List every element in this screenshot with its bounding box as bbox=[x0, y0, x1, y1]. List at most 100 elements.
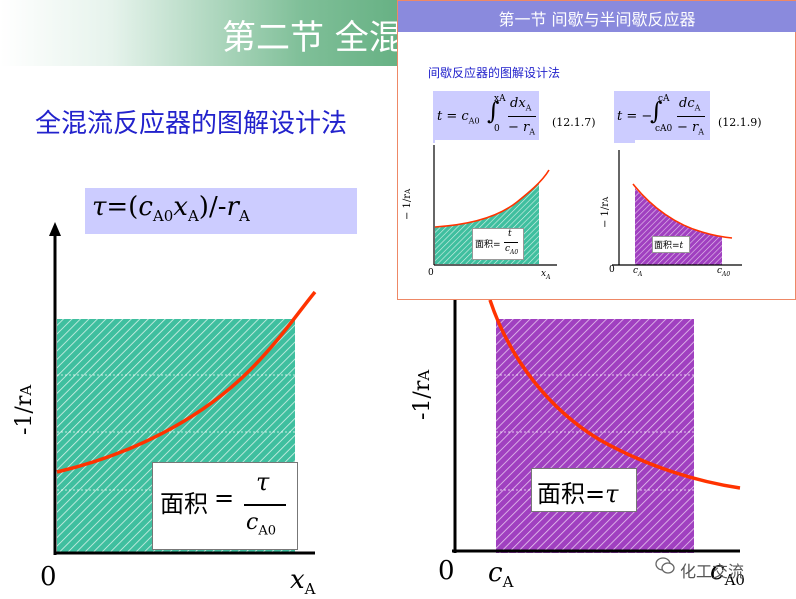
inset-plot1-area-bar bbox=[504, 242, 518, 243]
inset-plot2-ylabel-text: − 1/r bbox=[600, 201, 611, 228]
left-area-den: cA0 bbox=[246, 510, 276, 538]
inset-plot1-origin: 0 bbox=[428, 268, 434, 278]
inset-plot1-ylabel: − 1/rA bbox=[402, 189, 413, 220]
right-curve bbox=[488, 299, 741, 490]
formula-x-sub: A bbox=[187, 207, 199, 226]
inset-plot2-origin: 0 bbox=[609, 265, 615, 275]
inset-plot2-x2: cA0 bbox=[717, 266, 730, 278]
right-x2-sub: A0 bbox=[724, 571, 745, 590]
inset-plot2-area-label: 面积=t bbox=[654, 238, 683, 251]
left-origin: 0 bbox=[40, 562, 57, 592]
inset-eq2-bar bbox=[677, 116, 705, 117]
inset-eq2-num: dcA bbox=[679, 96, 700, 113]
inset-plot2-x2-text: c bbox=[717, 266, 723, 276]
inset-plot1-x-sub: A bbox=[546, 273, 551, 281]
left-x-label: xA bbox=[290, 565, 316, 598]
inset-eq2-den: − rA bbox=[677, 120, 704, 137]
inset-eq1-integral: ∫ bbox=[487, 97, 500, 125]
right-area-label-text: 面积= bbox=[537, 480, 606, 508]
inset-plot1-area-den-text: c bbox=[505, 244, 511, 254]
slide-title: 第二节 全混 bbox=[222, 18, 403, 58]
inset-eq2-den-text: − r bbox=[677, 120, 699, 135]
inset-eq2-integral: ∫ bbox=[650, 97, 663, 125]
formula-r-sub: A bbox=[238, 207, 250, 226]
left-curve bbox=[56, 290, 317, 474]
right-x2-text: c bbox=[710, 556, 725, 586]
inset-eq1-num: dxA bbox=[510, 96, 531, 113]
inset-plot1-curve bbox=[434, 169, 550, 228]
inset-eq2-num-text: dc bbox=[679, 96, 695, 111]
inset-plot1-x-text: x bbox=[541, 269, 547, 279]
inset-eq1-den-sub: A bbox=[529, 127, 536, 137]
inset-eq1-num-text: dx bbox=[510, 96, 526, 111]
left-area-label-box bbox=[152, 462, 298, 550]
inset-title: 第一节 间歇与半间歇反应器 bbox=[498, 10, 696, 29]
right-area-tau: τ bbox=[605, 480, 619, 508]
left-area-den-sub: A0 bbox=[258, 523, 276, 539]
inset-plot2-x1-sub: A bbox=[638, 270, 643, 278]
right-x1-label: cA bbox=[488, 558, 513, 591]
inset-plot2-area-t: t bbox=[679, 241, 684, 251]
left-y-arrow bbox=[49, 222, 61, 236]
formula-c: c bbox=[138, 192, 153, 222]
inset-eq1-text: t = c bbox=[437, 109, 469, 124]
right-origin: 0 bbox=[438, 556, 455, 586]
formula-box bbox=[85, 188, 357, 234]
inset-eq2-lhs: t = − bbox=[617, 109, 653, 124]
inset-eq1-limit-high: xA bbox=[494, 94, 506, 104]
inset-eq2-den-sub: A bbox=[698, 127, 705, 137]
inset-eq1-number: (12.1.7) bbox=[552, 116, 596, 129]
formula-close: )/- bbox=[198, 192, 227, 222]
right-y-label-sub: A bbox=[415, 369, 433, 381]
inset-subtitle: 间歇反应器的图解设计法 bbox=[428, 66, 561, 80]
inset-plot1-area-den-sub: A0 bbox=[510, 248, 519, 256]
inset-eq2-num-sub: A bbox=[694, 103, 701, 113]
inset-eq1-box bbox=[433, 91, 539, 143]
inset-plot2-x1-text: c bbox=[633, 266, 639, 276]
left-y-label-text: -1/r bbox=[12, 395, 37, 435]
watermark: 化工交流 bbox=[680, 562, 745, 581]
inset-plot2-x1: cA bbox=[633, 266, 642, 278]
inset-plot2-area-text: 面积= bbox=[654, 241, 680, 251]
formula-text: τ=(cA0xA)/-rA bbox=[92, 192, 250, 225]
right-area-label-box bbox=[531, 468, 637, 512]
section-subtitle: 全混流反应器的图解设计法 bbox=[35, 109, 348, 139]
inset-plot1-ylabel-sub: A bbox=[404, 188, 412, 194]
inset-plot1-area-num: t bbox=[508, 229, 512, 239]
inset-eq1-den: − rA bbox=[508, 120, 535, 137]
inset-plots bbox=[433, 140, 742, 266]
inset-plot1-xlabel: xA bbox=[541, 269, 550, 281]
right-x1-text: c bbox=[488, 558, 503, 588]
inset-eq2-limit-high: cA bbox=[658, 94, 670, 104]
right-area-label: 面积=τ bbox=[537, 474, 618, 509]
formula-x: x bbox=[173, 192, 188, 222]
formula-eq: =( bbox=[106, 192, 139, 222]
inset-plot2-x2-sub: A0 bbox=[722, 270, 731, 278]
left-x-label-text: x bbox=[290, 565, 305, 595]
inset-eq2-box bbox=[614, 91, 710, 143]
inset-eq1-limit-low: 0 bbox=[494, 124, 500, 134]
left-area-den-text: c bbox=[246, 510, 259, 535]
inset-plot2-ylabel: − 1/rA bbox=[600, 197, 611, 228]
inset-eq2-number: (12.1.9) bbox=[718, 116, 762, 129]
inset-plot2-curve bbox=[632, 183, 733, 239]
left-area-eq: = bbox=[214, 484, 235, 512]
inset-eq1-sub: A0 bbox=[468, 116, 480, 126]
right-y-label-text: -1/r bbox=[410, 380, 435, 420]
right-x1-sub: A bbox=[502, 573, 514, 592]
inset-plot1-area-den: cA0 bbox=[505, 244, 518, 256]
inset-plot1-area-box bbox=[472, 228, 524, 260]
wechat-icon bbox=[655, 556, 675, 576]
inset-plot2-above bbox=[635, 140, 732, 238]
inset-eq1-num-sub: A bbox=[525, 103, 532, 113]
left-area-num: τ bbox=[256, 468, 270, 496]
inset-plot2-area-box bbox=[652, 236, 690, 253]
inset-eq1-bar bbox=[508, 116, 536, 117]
formula-tau: τ bbox=[92, 192, 107, 222]
inset-plot1-area-label: 面积= bbox=[475, 240, 501, 250]
inset-eq1-lhs: t = cA0 bbox=[437, 109, 480, 126]
inset-plot1-above bbox=[435, 140, 549, 227]
inset-plot1-ylabel-text: − 1/r bbox=[402, 193, 413, 220]
left-area-fraction-bar bbox=[244, 504, 286, 506]
left-x-label-sub: A bbox=[304, 580, 316, 599]
